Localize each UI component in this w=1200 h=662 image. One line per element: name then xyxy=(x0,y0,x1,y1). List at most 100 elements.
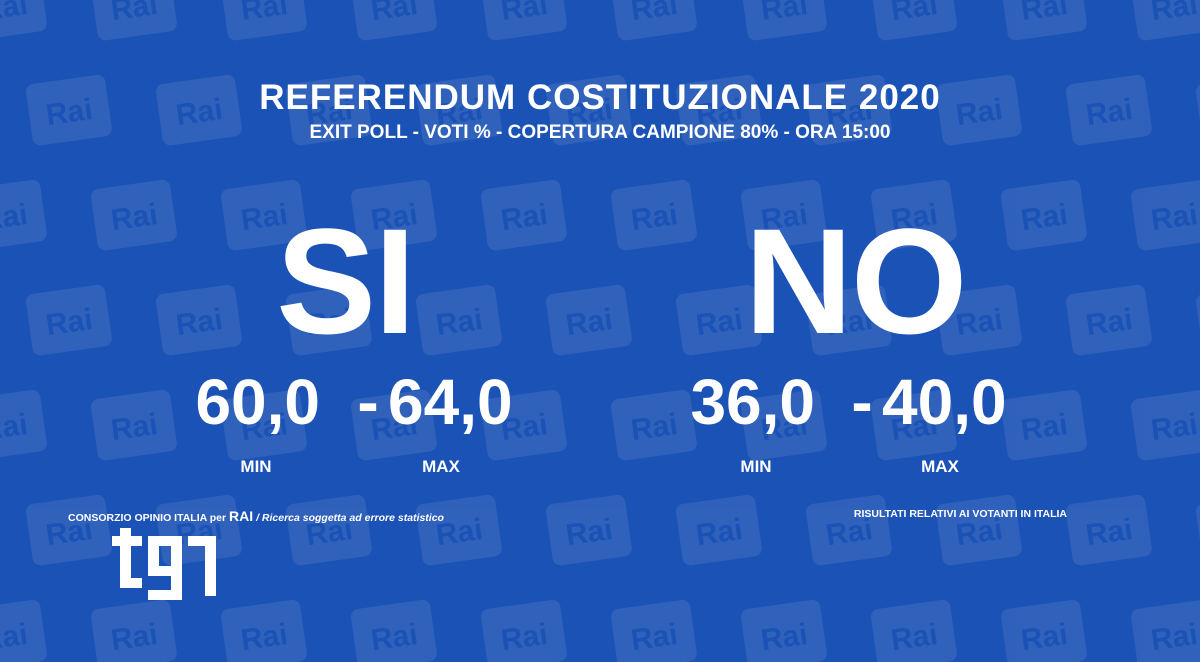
range-min: 60,0 xyxy=(195,366,320,438)
watermark-box xyxy=(806,284,892,356)
watermark-box xyxy=(806,74,892,146)
watermark-box xyxy=(0,179,47,251)
watermark-tile: Rai xyxy=(936,74,1022,146)
watermark-text: Rai xyxy=(759,408,810,447)
watermark-tile: Rai xyxy=(91,0,177,41)
watermark-box xyxy=(611,179,697,251)
watermark-text: Rai xyxy=(954,303,1005,342)
watermark-box xyxy=(676,74,762,146)
watermark-text: Rai xyxy=(109,618,160,657)
watermark-text: Rai xyxy=(499,618,550,657)
watermark-box xyxy=(91,179,177,251)
watermark-box xyxy=(1001,0,1087,41)
watermark-tile: Rai xyxy=(741,0,827,41)
watermark-tile: Rai xyxy=(156,284,242,356)
watermark-box xyxy=(1066,494,1152,566)
watermark-text: Rai xyxy=(1019,408,1070,447)
watermark-text: Rai xyxy=(824,303,875,342)
watermark-tile: Rai xyxy=(26,284,112,356)
max-label: MAX xyxy=(921,457,959,476)
watermark-box xyxy=(871,599,957,662)
watermark-tile: Rai xyxy=(1196,494,1200,566)
watermark-tile: Rai xyxy=(1131,599,1200,662)
watermark-tile: Rai xyxy=(91,599,177,662)
watermark-box xyxy=(806,494,892,566)
watermark-tile: Rai xyxy=(481,389,567,461)
watermark-tile: Rai xyxy=(481,179,567,251)
watermark-box xyxy=(286,74,372,146)
watermark-tile: Rai xyxy=(936,494,1022,566)
watermark-tile: Rai xyxy=(1066,494,1152,566)
watermark-text: Rai xyxy=(304,93,355,132)
watermark-box xyxy=(351,179,437,251)
watermark-text: Rai xyxy=(369,408,420,447)
watermark-text: Rai xyxy=(759,198,810,237)
watermark-text: Rai xyxy=(1149,408,1200,447)
watermark-tile: Rai xyxy=(936,284,1022,356)
watermark-box xyxy=(481,0,567,41)
watermark-box xyxy=(546,284,632,356)
watermark-box xyxy=(0,0,47,41)
watermark-box xyxy=(871,179,957,251)
watermark-tile: Rai xyxy=(481,0,567,41)
watermark-tile: Rai xyxy=(741,179,827,251)
watermark-box xyxy=(481,599,567,662)
watermark-text: Rai xyxy=(694,513,745,552)
watermark-text: Rai xyxy=(109,198,160,237)
watermark-box xyxy=(221,599,307,662)
range-separator: - xyxy=(851,366,873,438)
watermark-tile: Rai xyxy=(1066,74,1152,146)
subtitle: EXIT POLL - VOTI % - COPERTURA CAMPIONE … xyxy=(309,122,891,143)
watermark-text: Rai xyxy=(0,618,30,657)
watermark-text: Rai xyxy=(564,513,615,552)
watermark-text: Rai xyxy=(239,618,290,657)
watermark-tile: Rai xyxy=(156,74,242,146)
watermark-box xyxy=(416,494,502,566)
option-label: NO xyxy=(744,197,968,365)
min-label: MIN xyxy=(740,457,772,476)
watermark-box xyxy=(1196,74,1200,146)
watermark-text: Rai xyxy=(759,618,810,657)
watermark-tile: Rai xyxy=(351,0,437,41)
watermark-tile: Rai xyxy=(286,284,372,356)
watermark-text: Rai xyxy=(954,513,1005,552)
watermark-box xyxy=(741,389,827,461)
watermark-text: Rai xyxy=(1019,618,1070,657)
watermark-tile: Rai xyxy=(741,599,827,662)
range-separator: - xyxy=(357,366,379,438)
watermark-box xyxy=(1001,389,1087,461)
watermark-text: Rai xyxy=(629,198,680,237)
watermark-tile: Rai xyxy=(416,494,502,566)
watermark-text: Rai xyxy=(1149,618,1200,657)
watermark-tile: Rai xyxy=(871,599,957,662)
watermark-box xyxy=(26,284,112,356)
watermark-text: Rai xyxy=(304,303,355,342)
watermark-tile: Rai xyxy=(91,389,177,461)
watermark-box xyxy=(351,0,437,41)
watermark-tile: Rai xyxy=(481,599,567,662)
watermark-box xyxy=(156,74,242,146)
watermark-box xyxy=(1131,179,1200,251)
watermark-text: Rai xyxy=(629,618,680,657)
title: REFERENDUM COSTITUZIONALE 2020 xyxy=(259,78,941,117)
watermark-box xyxy=(1001,179,1087,251)
watermark-text: Rai xyxy=(239,198,290,237)
watermark-tile: Rai xyxy=(546,74,632,146)
option-label: SI xyxy=(276,197,416,365)
watermark-box xyxy=(351,599,437,662)
watermark-tile: Rai xyxy=(286,494,372,566)
watermark-box xyxy=(936,74,1022,146)
watermark-tile: Rai xyxy=(0,389,47,461)
footer-left: CONSORZIO OPINIO ITALIA per RAI / Ricerc… xyxy=(68,508,444,524)
watermark-box xyxy=(286,494,372,566)
source: CONSORZIO OPINIO ITALIA per xyxy=(68,512,227,524)
watermark-tile: Rai xyxy=(806,284,892,356)
min-label: MIN xyxy=(240,457,272,476)
watermark-tile: Rai xyxy=(676,284,762,356)
watermark-text: Rai xyxy=(434,303,485,342)
watermark-box xyxy=(741,599,827,662)
watermark-text: Rai xyxy=(954,93,1005,132)
watermark-text: Rai xyxy=(1019,198,1070,237)
watermark-tile: Rai xyxy=(416,284,502,356)
watermark-text: Rai xyxy=(369,198,420,237)
